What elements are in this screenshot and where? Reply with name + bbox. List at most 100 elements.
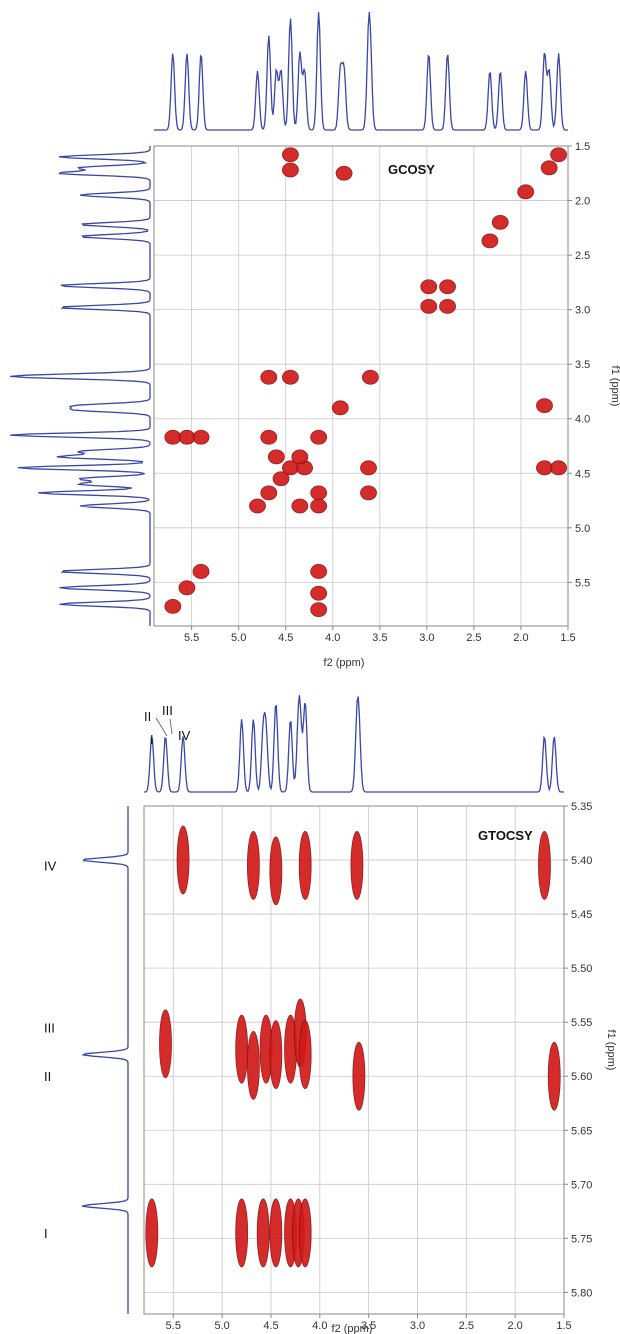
tocsy-y-tick-label-4: 5.55 — [571, 1017, 592, 1029]
tocsy-cross-peak-14 — [352, 1041, 366, 1111]
gcosy-y-label: f1 (ppm) — [609, 366, 620, 407]
cosy-x-tick-label-6: 2.5 — [466, 632, 481, 644]
cosy-cross-peak-7 — [481, 233, 499, 249]
cosy-cross-peak-0 — [282, 147, 299, 163]
cosy-cross-peak-8 — [420, 279, 438, 295]
cosy-cross-peak-17 — [164, 429, 182, 445]
tocsy-cross-peak-10 — [269, 1020, 283, 1089]
cosy-y-tick-label-1: 2.0 — [575, 196, 590, 208]
top-label-ii: II — [144, 709, 151, 724]
cosy-x-tick-label-0: 5.5 — [184, 632, 199, 644]
cosy-cross-peak-33 — [291, 498, 309, 514]
cosy-x-tick-label-2: 4.5 — [278, 632, 293, 644]
cosy-cross-peak-28 — [536, 460, 553, 476]
gtocsy-title: GTOCSY — [478, 828, 533, 843]
top-label-i: I — [150, 732, 154, 747]
tocsy-y-tick-label-5: 5.60 — [571, 1071, 592, 1083]
tocsy-x-tick-label-0: 5.5 — [166, 1320, 181, 1332]
tocsy-y-tick-label-1: 5.40 — [571, 855, 592, 867]
cosy-cross-peak-27 — [360, 460, 377, 476]
gcosy-frame — [153, 145, 569, 627]
gtocsy-y-ticks: 5.35 5.40 5.45 5.50 5.55 5.60 5.65 5.70 5.75 5.80 — [564, 801, 592, 1299]
cosy-cross-peak-19 — [192, 429, 210, 445]
cosy-cross-peak-26 — [291, 449, 309, 465]
cosy-x-tick-label-5: 3.0 — [419, 632, 434, 644]
tocsy-x-tick-label-6: 2.5 — [459, 1320, 474, 1332]
tocsy-cross-peak-8 — [246, 1031, 260, 1100]
cosy-cross-peak-18 — [178, 429, 196, 445]
tocsy-cross-peak-3 — [298, 831, 312, 900]
cosy-cross-peak-37 — [178, 580, 196, 596]
cosy-cross-peak-36 — [192, 564, 210, 579]
tocsy-y-tick-label-3: 5.50 — [571, 963, 592, 975]
tocsy-y-tick-label-8: 5.75 — [571, 1233, 592, 1245]
tocsy-cross-peak-6 — [159, 1009, 172, 1079]
cosy-cross-peak-12 — [260, 369, 278, 385]
top-label-iv: IV — [178, 728, 191, 743]
cosy-y-tick-label-2: 2.5 — [575, 250, 590, 262]
cosy-cross-peak-21 — [310, 429, 328, 445]
cosy-y-tick-label-4: 3.5 — [575, 359, 590, 371]
gtocsy-y-label: f1 (ppm) — [605, 1030, 617, 1071]
tocsy-x-tick-label-4: 3.5 — [361, 1320, 376, 1332]
gtocsy-f2-projection-spectrum — [144, 695, 564, 793]
cosy-cross-peak-31 — [249, 498, 266, 514]
tocsy-row-label-ii: II — [44, 1069, 51, 1084]
tocsy-x-tick-label-5: 3.0 — [410, 1320, 425, 1332]
cosy-cross-peak-9 — [439, 279, 456, 295]
tocsy-y-tick-label-2: 5.45 — [571, 909, 592, 921]
gcosy-f1-projection-spectrum — [10, 146, 151, 626]
cosy-y-tick-label-6: 4.5 — [575, 468, 590, 480]
cosy-cross-peak-6 — [491, 214, 509, 230]
tocsy-x-tick-label-2: 4.5 — [263, 1320, 278, 1332]
tocsy-row-label-iv: IV — [44, 858, 57, 873]
gcosy-grid — [154, 145, 569, 626]
cosy-cross-peak-25 — [272, 471, 290, 487]
cosy-cross-peak-11 — [439, 298, 456, 314]
cosy-cross-peak-40 — [310, 585, 328, 601]
cosy-x-tick-label-1: 5.0 — [231, 632, 246, 644]
gcosy-x-ticks: 5.5 5.0 4.5 4.0 3.5 3.0 2.5 2.0 1.5 — [184, 626, 576, 644]
cosy-cross-peak-29 — [550, 460, 567, 476]
cosy-cross-peak-35 — [360, 485, 377, 501]
cosy-cross-peak-14 — [362, 369, 379, 385]
cosy-cross-peak-39 — [310, 564, 328, 579]
gcosy-title: GCOSY — [388, 162, 435, 177]
tocsy-y-tick-label-7: 5.70 — [571, 1179, 592, 1191]
cosy-cross-peak-22 — [267, 449, 285, 465]
cosy-cross-peak-5 — [517, 184, 535, 200]
cosy-cross-peak-30 — [260, 485, 278, 501]
tocsy-cross-peak-16 — [145, 1198, 159, 1268]
tocsy-y-tick-label-9: 5.80 — [571, 1287, 592, 1299]
tocsy-cross-peak-7 — [235, 1014, 249, 1084]
cosy-cross-peak-38 — [164, 598, 182, 614]
tocsy-cross-peak-17 — [235, 1198, 249, 1268]
gtocsy-x-label: f2 (ppm) — [332, 1323, 373, 1334]
cosy-cross-peak-10 — [420, 298, 438, 314]
cosy-cross-peak-32 — [310, 485, 328, 501]
cosy-cross-peak-1 — [282, 162, 299, 178]
cosy-cross-peak-4 — [540, 160, 558, 176]
tocsy-cross-peak-0 — [176, 825, 190, 895]
cosy-y-tick-label-5: 4.0 — [575, 414, 590, 426]
tocsy-cross-peak-13 — [298, 1020, 312, 1089]
cosy-cross-peak-13 — [282, 369, 299, 385]
cosy-y-tick-label-8: 5.5 — [575, 577, 590, 589]
gcosy-cross-peaks — [164, 147, 567, 618]
cosy-x-tick-label-3: 4.0 — [325, 632, 340, 644]
cosy-cross-peak-2 — [335, 165, 353, 181]
gtocsy-x-ticks: 5.5 5.0 4.5 4.0 3.5 3.0 2.5 2.0 1.5 — [166, 1314, 572, 1332]
top-label-leader-lines — [155, 717, 173, 737]
tocsy-cross-peak-22 — [298, 1198, 312, 1268]
tocsy-y-tick-label-0: 5.35 — [571, 801, 592, 813]
gcosy-y-ticks: 1.5 2.0 2.5 3.0 3.5 4.0 4.5 5.0 5.5 — [568, 141, 590, 589]
tocsy-row-label-iii: III — [44, 1021, 55, 1036]
gtocsy-cross-peaks — [145, 825, 561, 1268]
tocsy-x-tick-label-1: 5.0 — [214, 1320, 229, 1332]
tocsy-cross-peak-2 — [269, 836, 283, 906]
cosy-y-tick-label-3: 3.0 — [575, 305, 590, 317]
gtocsy-frame — [143, 805, 565, 1315]
cosy-x-tick-label-7: 2.0 — [513, 632, 528, 644]
gtocsy-chart: 5.5 5.0 4.5 4.0 3.5 3.0 2.5 2.0 1.5 5.35 5.40 5.45… — [44, 695, 617, 1334]
